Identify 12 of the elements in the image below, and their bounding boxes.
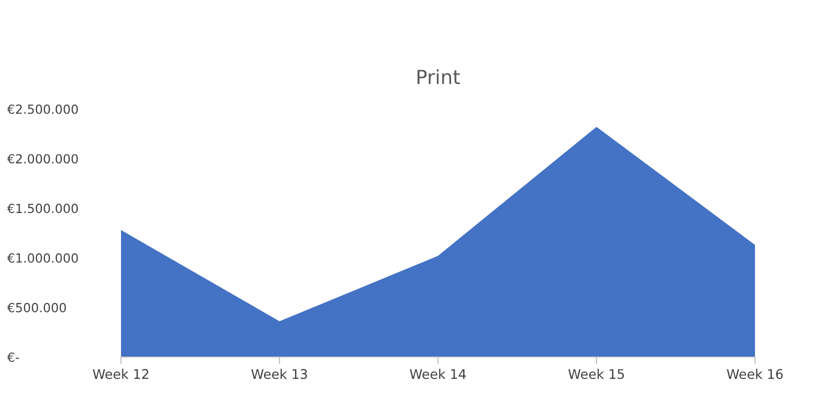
y-tick-label: €1.500.000 <box>7 204 78 214</box>
y-tick-label: €1.000.000 <box>7 253 78 263</box>
x-tick-label: Week 15 <box>568 368 624 380</box>
x-tick-label: Week 12 <box>92 368 148 380</box>
x-tick-label: Week 16 <box>726 368 783 380</box>
y-tick-label: €500.000 <box>7 302 66 312</box>
y-tick-label: €- <box>7 352 19 362</box>
chart-title: Print <box>418 69 460 84</box>
y-tick-label: €2.500.000 <box>7 104 78 114</box>
x-tick-label: Week 14 <box>410 368 466 380</box>
x-tick-label: Week 13 <box>251 368 308 380</box>
y-tick-label: €2.000.000 <box>7 154 78 164</box>
